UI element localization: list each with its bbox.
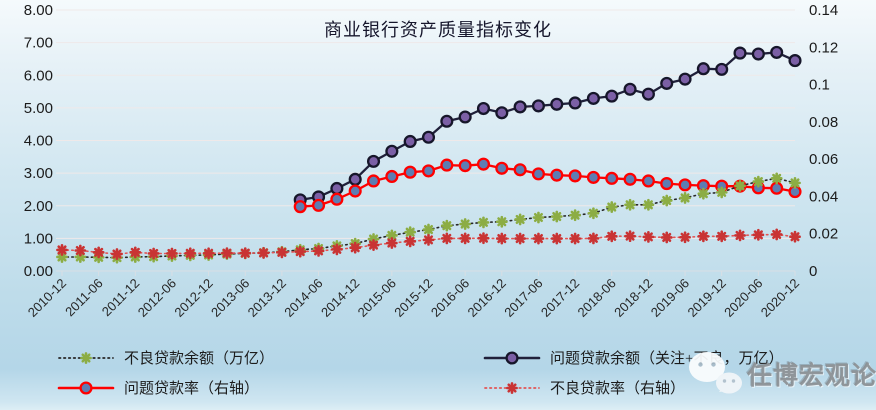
svg-text:1.00: 1.00 — [24, 230, 53, 247]
svg-text:2012-12: 2012-12 — [171, 276, 215, 320]
chart-title: 商业银行资产质量指标变化 — [324, 20, 552, 40]
svg-text:2020-12: 2020-12 — [758, 276, 802, 320]
legend-item-npl-ratio: 不良贷款率（右轴） — [483, 377, 685, 398]
legend-item-npl-balance: 不良贷款余额（万亿） — [57, 347, 274, 368]
svg-text:2016-06: 2016-06 — [428, 276, 472, 320]
svg-text:0.12: 0.12 — [809, 39, 838, 56]
legend-label: 不良贷款率（右轴） — [550, 381, 686, 397]
svg-text:2020-06: 2020-06 — [721, 276, 765, 320]
svg-text:3.00: 3.00 — [24, 165, 53, 182]
svg-text:2018-12: 2018-12 — [611, 276, 655, 320]
legend-label: 不良贷款余额（万亿） — [124, 351, 275, 367]
npl-ratio-line-marker-icon — [484, 381, 540, 394]
svg-text:2013-12: 2013-12 — [245, 276, 289, 320]
svg-text:2019-12: 2019-12 — [684, 276, 728, 320]
svg-text:2017-12: 2017-12 — [538, 276, 582, 320]
svg-text:5.00: 5.00 — [24, 100, 53, 117]
svg-text:8.00: 8.00 — [24, 2, 53, 19]
svg-text:0.00: 0.00 — [24, 263, 53, 280]
svg-text:7.00: 7.00 — [24, 35, 53, 52]
svg-text:0: 0 — [809, 263, 817, 280]
svg-text:0.08: 0.08 — [809, 114, 838, 131]
svg-text:2011-06: 2011-06 — [62, 276, 106, 320]
svg-text:2019-06: 2019-06 — [648, 276, 692, 320]
legend-label: 问题贷款率（右轴） — [124, 381, 260, 397]
legend-item-problem-ratio: 问题贷款率（右轴） — [57, 377, 259, 398]
svg-text:2011-12: 2011-12 — [99, 276, 143, 320]
svg-text:2015-12: 2015-12 — [391, 276, 435, 320]
svg-text:2014-06: 2014-06 — [281, 276, 325, 320]
svg-text:2018-06: 2018-06 — [575, 276, 619, 320]
svg-text:4.00: 4.00 — [24, 133, 53, 150]
svg-text:2015-06: 2015-06 — [355, 276, 399, 320]
svg-text:2012-06: 2012-06 — [135, 276, 179, 320]
problem-balance-line-marker-icon — [483, 350, 541, 365]
svg-text:2.00: 2.00 — [24, 198, 53, 215]
problem-ratio-line-marker-icon — [57, 380, 115, 395]
svg-text:2010-12: 2010-12 — [25, 276, 69, 320]
npl-balance-line-marker-icon — [58, 351, 114, 364]
svg-text:2017-06: 2017-06 — [501, 276, 545, 320]
svg-text:0.04: 0.04 — [809, 188, 838, 205]
svg-text:0.1: 0.1 — [809, 77, 830, 94]
legend-item-problem-balance: 问题贷款余额（关注+不良，万亿） — [483, 347, 783, 368]
svg-text:6.00: 6.00 — [24, 67, 53, 84]
legend-label: 问题贷款余额（关注+不良，万亿） — [550, 351, 784, 367]
svg-text:2014-12: 2014-12 — [318, 276, 362, 320]
svg-text:0.06: 0.06 — [809, 151, 838, 168]
svg-text:0.14: 0.14 — [809, 2, 838, 19]
svg-text:2013-06: 2013-06 — [208, 276, 252, 320]
svg-text:0.02: 0.02 — [809, 226, 838, 243]
svg-text:2016-12: 2016-12 — [465, 276, 509, 320]
